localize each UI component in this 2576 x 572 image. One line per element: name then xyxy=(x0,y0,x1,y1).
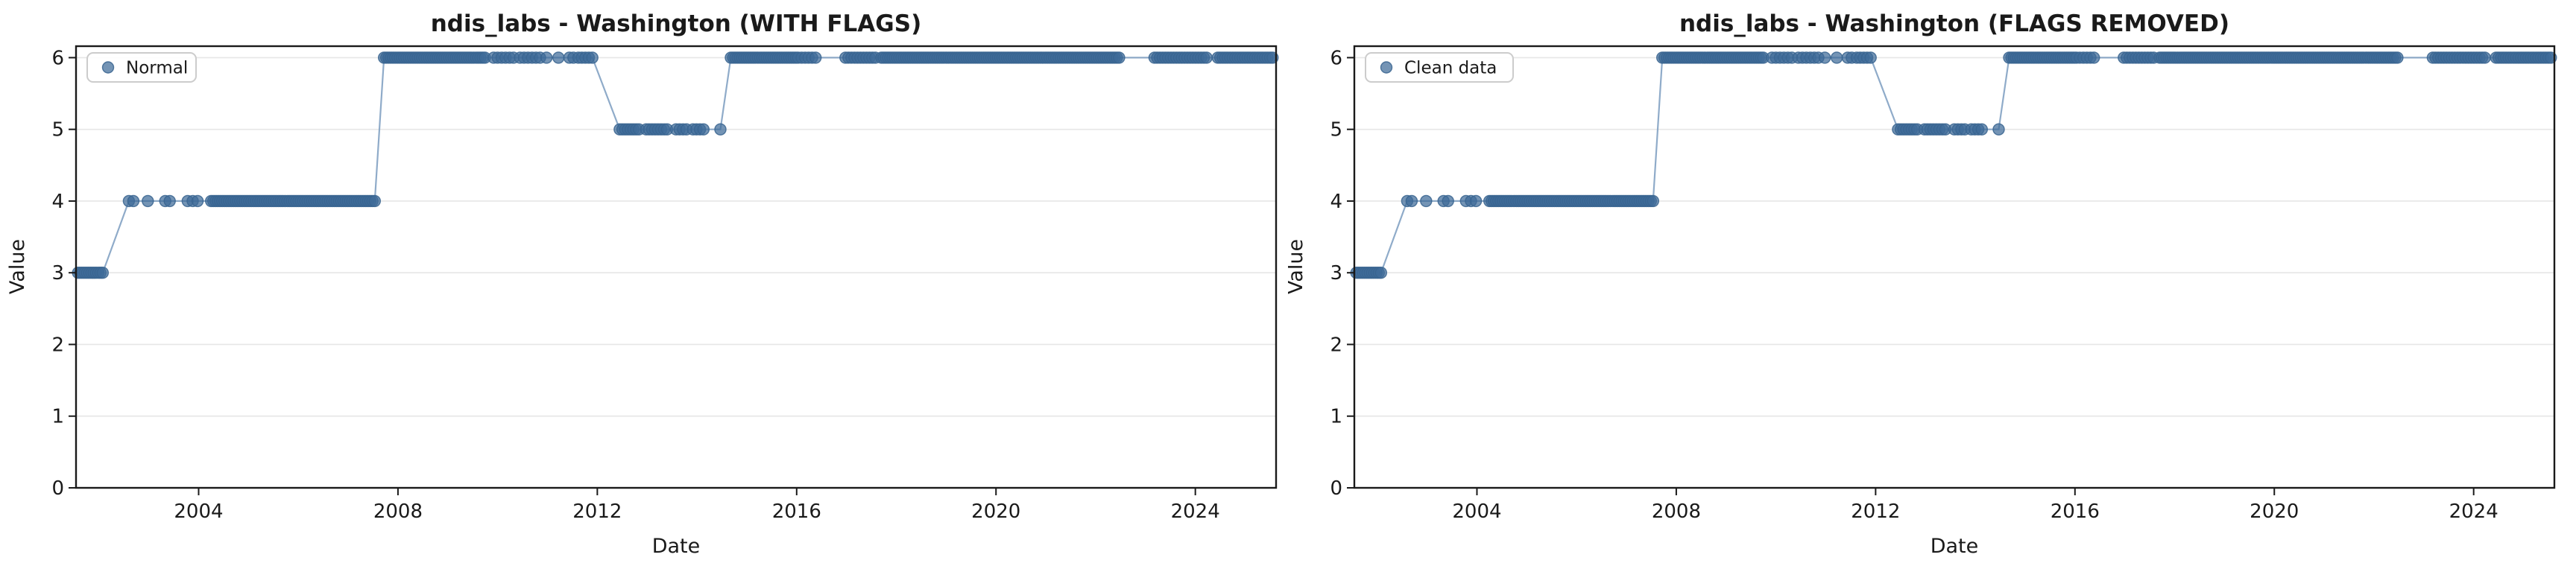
y-tick-label: 3 xyxy=(1330,262,1342,285)
y-tick-label: 2 xyxy=(51,334,64,356)
y-tick-label: 6 xyxy=(1330,47,1342,69)
plot-area-with-flags: 2004 2008 2012 2016 2020 2024 0 1 2 3 4 5 6 xyxy=(51,45,1279,523)
series-scatter-points xyxy=(1350,51,2557,279)
flags-removed-chart-canvas: ndis_labs - Washington (FLAGS REMOVED) D… xyxy=(1288,10,2557,558)
x-tick-label: 2004 xyxy=(174,500,223,523)
gridlines xyxy=(76,57,1276,489)
x-tick-label: 2012 xyxy=(1851,500,1900,523)
subplot-flags-removed: ndis_labs - Washington (FLAGS REMOVED) D… xyxy=(1288,0,2576,572)
y-tick-label: 0 xyxy=(51,477,64,500)
y-tick-label: 1 xyxy=(51,406,64,428)
legend-frame xyxy=(1365,52,1514,83)
y-tick-label: 5 xyxy=(51,119,64,142)
x-tick-label: 2016 xyxy=(2051,500,2100,523)
series-line xyxy=(1356,57,2551,274)
y-axis-ticks: 0 1 2 3 4 5 6 xyxy=(51,47,76,500)
chart-title-with-flags: ndis_labs - Washington (WITH FLAGS) xyxy=(431,10,922,37)
x-tick-label: 2008 xyxy=(373,500,423,523)
x-tick-label: 2004 xyxy=(1452,500,1501,523)
y-tick-label: 0 xyxy=(1330,477,1342,500)
x-axis-ticks: 2004 2008 2012 2016 2020 2024 xyxy=(1452,488,2498,523)
plot-area-flags-removed: 2004 2008 2012 2016 2020 2024 0 1 2 3 4 5 6 xyxy=(1330,45,2557,523)
legend-with-flags: Normal xyxy=(86,52,197,83)
legend-frame xyxy=(86,52,197,83)
x-axis-label-date: Date xyxy=(652,535,701,558)
y-tick-label: 1 xyxy=(1330,406,1342,428)
legend-flags-removed: Clean data xyxy=(1365,52,1514,83)
circle-marker-icon xyxy=(1380,61,1393,74)
y-tick-label: 4 xyxy=(1330,191,1342,213)
y-axis-label-value: Value xyxy=(1288,239,1307,294)
chart-title-flags-removed: ndis_labs - Washington (FLAGS REMOVED) xyxy=(1679,10,2229,37)
axes-frame xyxy=(75,45,1278,489)
gridlines xyxy=(1354,57,2554,489)
x-tick-label: 2008 xyxy=(1652,500,1701,523)
legend-label-clean-data: Clean data xyxy=(1404,59,1497,78)
x-tick-label: 2020 xyxy=(971,500,1020,523)
subplot-with-flags: ndis_labs - Washington (WITH FLAGS) Date… xyxy=(6,10,1279,558)
y-tick-label: 2 xyxy=(1330,334,1342,356)
y-axis-ticks: 0 1 2 3 4 5 6 xyxy=(1330,47,1354,500)
y-tick-label: 3 xyxy=(51,262,64,285)
with-flags-chart-canvas: ndis_labs - Washington (WITH FLAGS) Date… xyxy=(6,10,1279,558)
x-axis-ticks: 2004 2008 2012 2016 2020 2024 xyxy=(174,488,1220,523)
series-line xyxy=(78,57,1273,274)
x-tick-label: 2012 xyxy=(572,500,622,523)
x-tick-label: 2020 xyxy=(2250,500,2299,523)
series-scatter-points xyxy=(72,51,1279,279)
axes-frame xyxy=(1353,45,2556,489)
x-tick-label: 2016 xyxy=(772,500,821,523)
y-tick-label: 5 xyxy=(1330,119,1342,142)
y-axis-label-value: Value xyxy=(6,239,29,294)
y-tick-label: 4 xyxy=(51,191,64,213)
x-axis-label-date: Date xyxy=(1931,535,1979,558)
x-tick-label: 2024 xyxy=(2449,500,2498,523)
y-tick-label: 6 xyxy=(51,47,64,69)
circle-marker-icon xyxy=(101,61,115,74)
x-tick-label: 2024 xyxy=(1171,500,1220,523)
legend-label-normal: Normal xyxy=(126,59,188,78)
